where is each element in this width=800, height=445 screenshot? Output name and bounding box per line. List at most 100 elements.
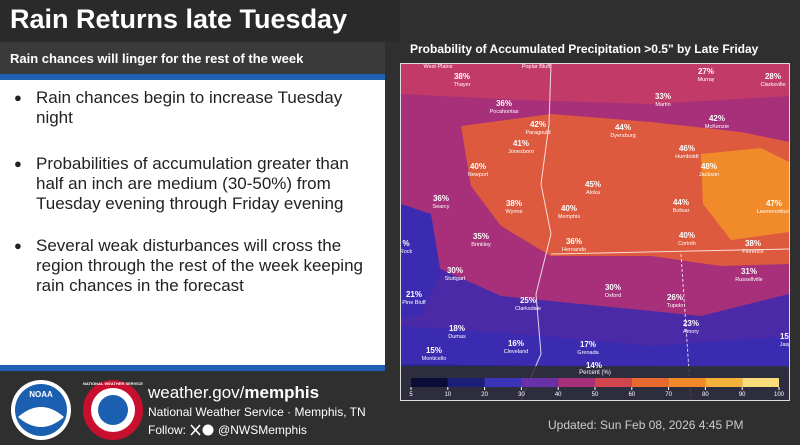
city-label: Dumas: [448, 334, 466, 340]
legend-tick-label: 5: [409, 392, 413, 398]
updated: Updated: Sun Feb 08, 2026 4:45 PM: [548, 418, 744, 432]
legend-tick-label: 80: [702, 392, 709, 398]
fb-icon: [202, 424, 214, 436]
social: Follow: @NWSMemphis: [148, 423, 307, 437]
city-label: Brinkley: [471, 242, 491, 248]
city-label: Murray: [697, 77, 714, 83]
pct-label: 15%: [426, 346, 442, 355]
pct-label: 14%: [586, 361, 602, 370]
city-label: Grenada: [577, 350, 599, 356]
pct-label: 28%: [765, 72, 781, 81]
pct-label: 33%: [655, 92, 671, 101]
pct-label: 17%: [580, 340, 596, 349]
city-label: Wynne: [505, 209, 522, 215]
city-label: Clarksville: [760, 82, 785, 88]
city-label: Humboldt: [675, 154, 699, 160]
title-bar: [0, 0, 400, 42]
pct-label: 30%: [605, 283, 621, 292]
city-label: Searcy: [432, 204, 449, 210]
bullet-text: Rain chances begin to increase Tuesday n…: [36, 88, 343, 127]
bullet-dot: ●: [14, 238, 22, 253]
city-label: Dyersburg: [610, 133, 635, 139]
city-label: Amory: [683, 329, 699, 335]
legend-title: Percent (%): [579, 370, 611, 376]
legend-tick-label: 30: [518, 392, 525, 398]
legend-swatch: [595, 378, 632, 387]
accent-line: [0, 74, 385, 80]
city-label: McKenzie: [705, 124, 729, 130]
pct-label: 40%: [470, 162, 486, 171]
pct-label: 15%: [780, 332, 790, 341]
state-border: [520, 64, 552, 400]
legend-tick-label: 90: [739, 392, 746, 398]
pct-label: 36%: [433, 194, 449, 203]
map-title: Probability of Accumulated Precipitation…: [410, 42, 759, 56]
bullet: ● Several weak disturbances will cross th…: [14, 236, 376, 296]
city-label: Bolivar: [673, 208, 690, 214]
pct-label: 40%: [679, 231, 695, 240]
bullet-dot: ●: [14, 90, 22, 105]
noaa-gull: [18, 407, 64, 427]
city-label: Poplar Bluff: [522, 64, 551, 70]
zone: [701, 148, 789, 240]
city-label: Jackson: [699, 172, 719, 178]
nws-text: NATIONAL WEATHER SERVICE: [83, 381, 143, 386]
pct-label: 31%: [741, 267, 757, 276]
logos: NOAA NATIONAL WEATHER SERVICE: [11, 380, 143, 440]
bullet-text: Probabilities of accumulation greater th…: [36, 154, 349, 213]
city-label: Hernando: [562, 247, 586, 253]
handle[interactable]: @NWSMemphis: [218, 423, 307, 437]
pct-label: 38%: [745, 239, 761, 248]
bullet-dot: ●: [14, 156, 22, 171]
legend-tick-label: 100: [774, 392, 785, 398]
subtitle: Rain chances will linger for the rest of…: [10, 51, 304, 66]
bullet: ● Probabilities of accumulation greater t…: [14, 154, 376, 214]
pct-label: 44%: [615, 123, 631, 132]
pct-label: 36%: [496, 99, 512, 108]
city-label: Monticello: [422, 356, 447, 362]
pct-label: 30%: [447, 266, 463, 275]
city-label: Jasper: [780, 342, 790, 348]
city-label: Pocahontas: [489, 109, 518, 115]
pct-label: 27%: [698, 67, 714, 76]
pct-label: 40%: [561, 204, 577, 213]
pct-label: 42%: [709, 114, 725, 123]
subtitle-bar: [0, 42, 385, 74]
pct-label: 38%: [506, 199, 522, 208]
pct-label: 45%: [585, 180, 601, 189]
city-label: Cleveland: [504, 349, 528, 355]
nws-logo: [98, 395, 128, 425]
city-label: West Plains: [424, 64, 453, 70]
zone: [401, 204, 441, 319]
accent-line: [0, 365, 385, 371]
site: weather.gov/memphis: [148, 383, 319, 403]
bullet-text: Several weak disturbances will cross the…: [36, 236, 363, 295]
city-label: Florence: [742, 249, 763, 255]
bullet-list: ● Rain chances begin to increase Tuesday …: [14, 88, 376, 322]
pct-label: 47%: [766, 199, 782, 208]
legend-swatch: [411, 378, 448, 387]
pct-label: 26%: [667, 293, 683, 302]
social-icons: [190, 424, 214, 436]
legend-tick-label: 70: [665, 392, 672, 398]
site-prefix: weather.gov/: [148, 383, 245, 402]
office: National Weather Service · Memphis, TN: [148, 405, 366, 419]
pct-label: 38%: [454, 72, 470, 81]
pct-label: 25%: [520, 296, 536, 305]
legend-swatch: [742, 378, 779, 387]
city-label: Rock: [400, 249, 413, 255]
pct-label: 35%: [473, 232, 489, 241]
legend-swatch: [558, 378, 595, 387]
city-label: Tupelo: [667, 303, 684, 309]
pct-label: 16%: [508, 339, 524, 348]
follow: Follow:: [148, 423, 187, 437]
legend-swatch: [447, 378, 485, 387]
city-label: Pine Bluff: [402, 300, 426, 306]
pct-label: 18%: [449, 324, 465, 333]
legend-swatch: [521, 378, 559, 387]
pct-label: 44%: [673, 198, 689, 207]
site-office: memphis: [244, 383, 320, 402]
legend-tick-label: 10: [444, 392, 451, 398]
